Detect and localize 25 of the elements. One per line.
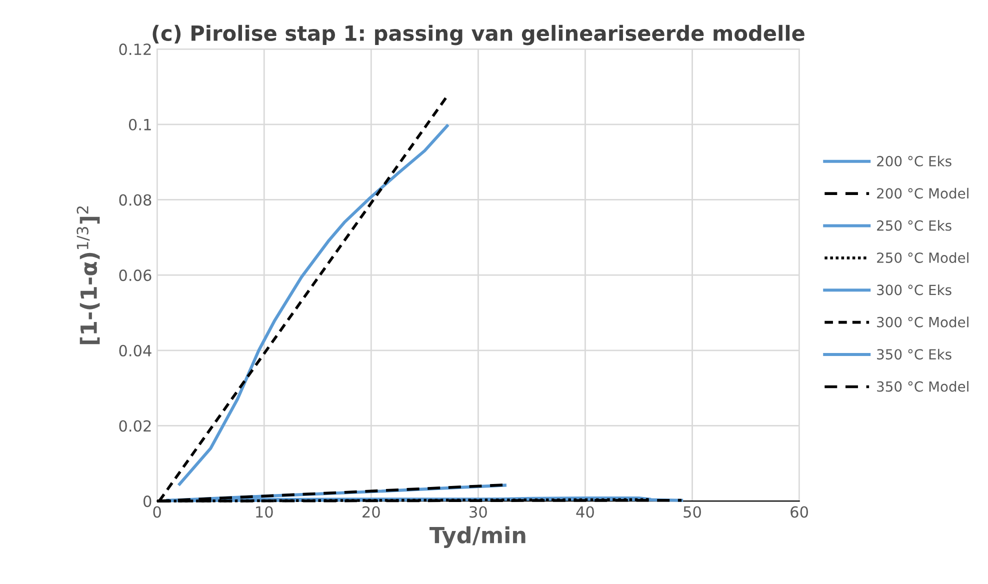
y-tick-label: 0.08 [119, 194, 152, 206]
chart-title: (c) Pirolise stap 1: passing van gelineariseerde modelle [152, 24, 804, 46]
legend-label: 250 °C Eks [877, 220, 952, 231]
x-tick-label: 50 [684, 506, 701, 518]
y-axis-title: [1-(1-α)$^{1/3}$]$^{2}$ [76, 206, 100, 344]
legend-label: 300 °C Model [877, 316, 968, 328]
x-tick-label: 10 [256, 506, 273, 518]
legend-label: 250 °C Model [877, 252, 968, 263]
y-tick-label: 0.1 [128, 118, 151, 130]
legend-label: 300 °C Eks [877, 284, 952, 296]
legend-label: 350 °C Eks [877, 348, 952, 360]
x-tick-label: 20 [362, 506, 380, 518]
legend-label: 200 °C Model [877, 188, 968, 199]
legend-label: 200 °C Eks [877, 156, 952, 166]
legend-label: 350 °C Model [877, 381, 968, 392]
y-tick-label: 0 [144, 496, 152, 508]
y-tick-label: 0.12 [119, 44, 151, 56]
x-tick-label: 0 [153, 506, 161, 518]
x-tick-label: 30 [470, 506, 487, 518]
x-axis-title: Tyd/min [429, 526, 526, 548]
y-tick-label: 0.06 [119, 270, 152, 282]
x-tick-label: 40 [576, 506, 594, 518]
y-tick-label: 0.04 [119, 344, 152, 356]
x-tick-label: 60 [790, 506, 808, 518]
y-tick-label: 0.02 [119, 420, 151, 432]
